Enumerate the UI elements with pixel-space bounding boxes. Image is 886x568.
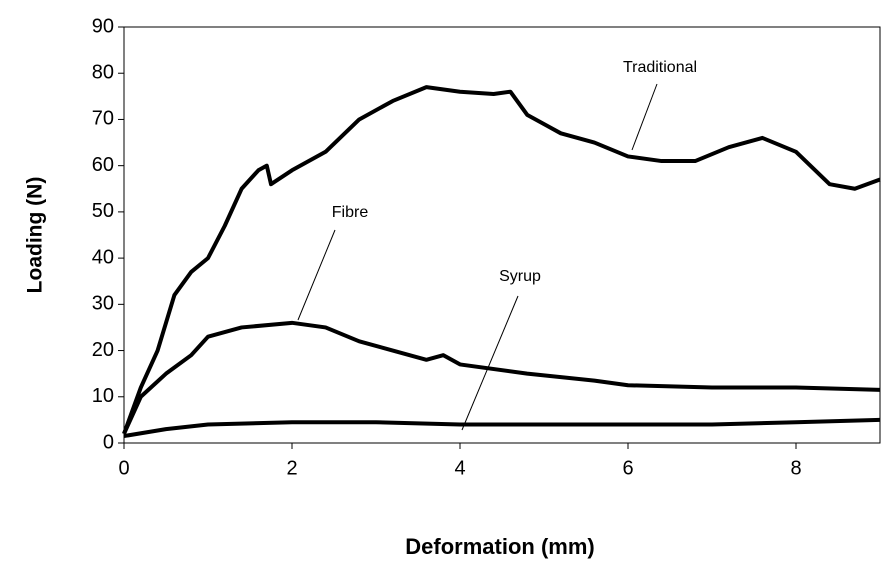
y-tick-label: 10: [92, 385, 114, 407]
y-tick-label: 40: [92, 246, 114, 268]
x-tick-label: 8: [790, 457, 801, 479]
series-line: [122, 85, 881, 435]
y-tick-label: 30: [92, 293, 114, 315]
x-tick-label: 4: [454, 457, 465, 479]
y-tick-label: 80: [92, 62, 114, 84]
y-tick-label: 50: [92, 200, 114, 222]
y-axis-label: Loading (N): [24, 177, 47, 294]
y-tick-label: 90: [92, 15, 114, 37]
annotation-leader: [631, 83, 658, 151]
y-tick-label: 0: [103, 431, 114, 453]
x-tick-label: 2: [286, 457, 297, 479]
y-tick-label: 60: [92, 154, 114, 176]
plot-frame: [123, 26, 881, 444]
y-tick-label: 70: [92, 108, 114, 130]
x-tick-label: 0: [118, 457, 129, 479]
annotation: Traditional: [623, 59, 697, 76]
annotation-leader: [297, 229, 336, 321]
annotation: Syrup: [499, 268, 541, 285]
y-tick-label: 20: [92, 339, 114, 361]
annotation-leader: [461, 295, 519, 431]
x-axis-label: Deformation (mm): [405, 534, 594, 559]
series-line: [122, 320, 881, 435]
series-line: [123, 417, 881, 439]
x-tick-label: 6: [622, 457, 633, 479]
annotation: Fibre: [332, 204, 369, 221]
